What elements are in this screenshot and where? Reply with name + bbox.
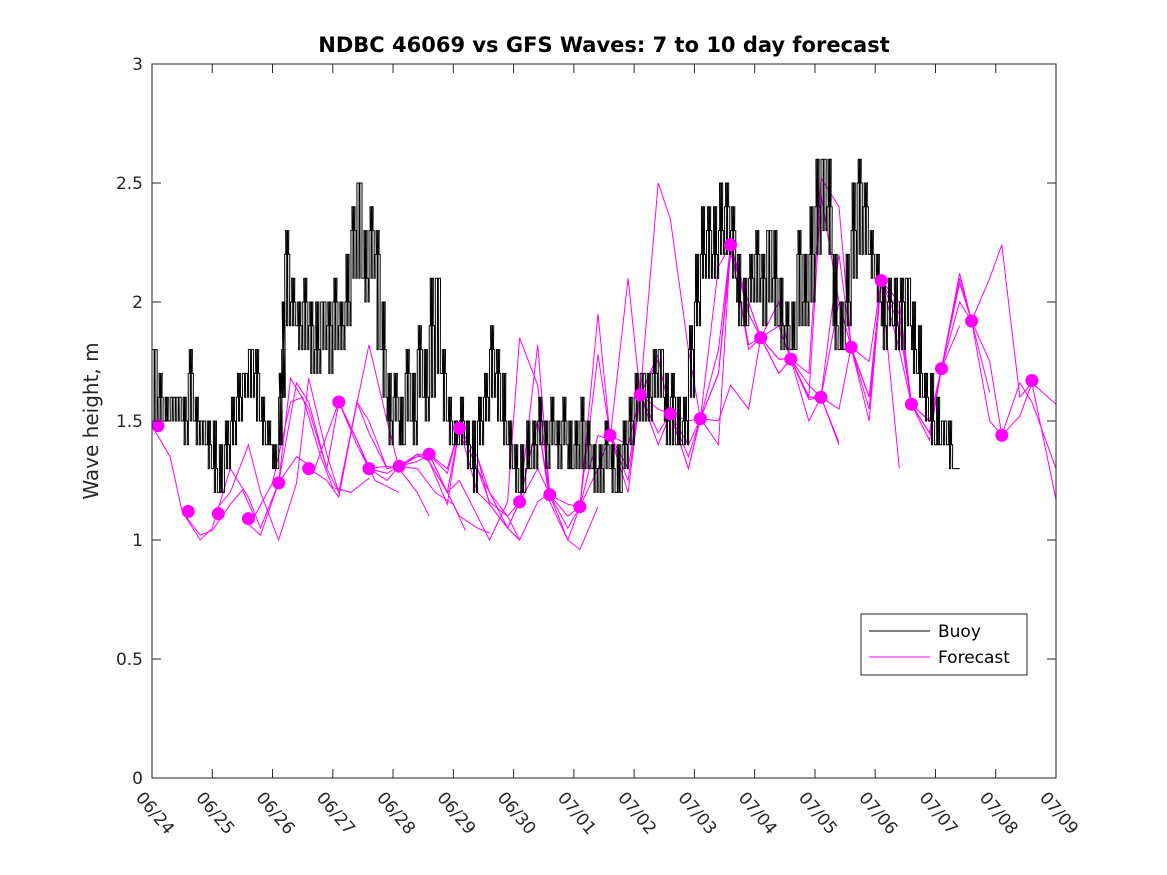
forecast-marker — [693, 412, 707, 426]
forecast-marker — [633, 388, 647, 402]
forecast-marker — [1025, 374, 1039, 387]
forecast-marker — [452, 421, 466, 435]
forecast-marker — [814, 390, 828, 404]
forecast-marker — [302, 462, 316, 476]
forecast-marker — [784, 352, 798, 366]
forecast-run-line-1 — [151, 396, 370, 536]
forecast-marker — [211, 507, 225, 521]
forecast-run-line-14 — [639, 244, 900, 469]
y-tick-label: 0.5 — [116, 650, 143, 670]
y-tick-label: 2.5 — [116, 174, 143, 194]
forecast-run-line-8 — [368, 337, 599, 551]
forecast-marker — [392, 459, 406, 473]
forecast-marker — [904, 397, 918, 411]
series-layer — [151, 158, 1057, 551]
legend-buoy-label: Buoy — [938, 622, 981, 642]
forecast-marker — [272, 476, 286, 490]
chart-title: NDBC 46069 vs GFS Waves: 7 to 10 day for… — [318, 33, 889, 57]
y-tick-label: 1.5 — [116, 412, 143, 432]
legend-box — [860, 613, 1028, 676]
forecast-marker — [513, 495, 527, 509]
y-tick-label: 0 — [132, 769, 143, 789]
forecast-marker — [181, 504, 195, 518]
forecast-marker — [935, 362, 948, 376]
forecast-marker — [151, 419, 165, 433]
y-axis-label: Wave height, m — [79, 342, 103, 499]
forecast-run-line-3 — [211, 344, 430, 542]
forecast-marker — [422, 447, 436, 461]
forecast-marker — [362, 462, 376, 476]
legend: Buoy Forecast — [860, 613, 1028, 676]
forecast-marker — [965, 314, 979, 328]
forecast-marker — [663, 407, 677, 421]
forecast-marker — [332, 395, 346, 409]
legend-forecast-label: Forecast — [938, 648, 1010, 668]
y-tick-label: 1 — [132, 531, 143, 551]
buoy-line — [152, 158, 960, 493]
forecast-marker — [754, 331, 768, 345]
forecast-marker — [603, 428, 617, 442]
forecast-marker — [724, 238, 738, 252]
y-tick-label: 3 — [132, 55, 143, 75]
forecast-marker — [844, 340, 858, 354]
forecast-marker — [874, 274, 888, 288]
forecast-marker — [241, 512, 255, 526]
forecast-marker — [573, 500, 587, 514]
y-tick-label: 2 — [132, 293, 143, 313]
forecast-marker — [995, 428, 1009, 442]
forecast-marker — [543, 488, 557, 502]
